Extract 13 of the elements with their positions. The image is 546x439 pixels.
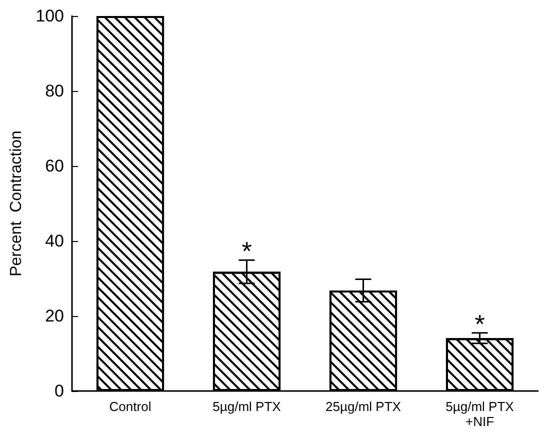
data-label: * — [474, 308, 485, 339]
data-label: * — [242, 236, 252, 266]
x-tick-label: 25µg/ml PTX — [326, 399, 402, 414]
y-tick-label: 0 — [54, 382, 64, 400]
y-tick-label: 80 — [45, 82, 64, 100]
y-axis-title: Percent Contraction — [8, 130, 26, 276]
y-tick-label: 40 — [45, 232, 64, 250]
y-tick-label: 20 — [45, 306, 64, 326]
y-tick-label: 100 — [36, 6, 64, 26]
x-tick-label: 5µg/ml PTX +NIF — [446, 399, 514, 429]
x-tick-label: 5µg/ml PTX — [212, 399, 282, 414]
y-tick-label: 60 — [45, 156, 64, 176]
x-tick-label: Control — [109, 399, 152, 414]
